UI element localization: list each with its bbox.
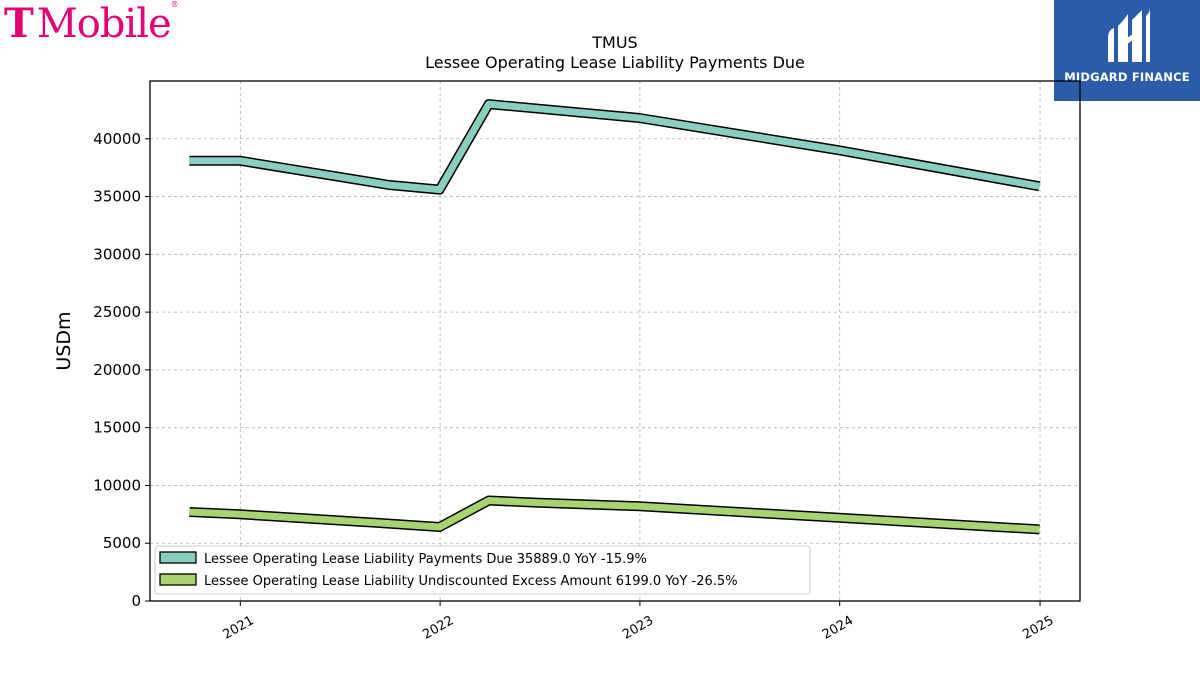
x-tick-label: 2023 [620, 613, 656, 643]
x-tick-label: 2025 [1020, 613, 1056, 643]
midgard-logo-icon [1108, 8, 1150, 62]
brand-t-mark: T [4, 0, 34, 47]
legend: Lessee Operating Lease Liability Payment… [154, 545, 811, 595]
plot-frame [149, 80, 1081, 602]
midgard-finance-badge: MIDGARD FINANCE [1054, 0, 1200, 101]
grid-layer [150, 81, 1080, 601]
legend-label-payments-due: Lessee Operating Lease Liability Payment… [204, 552, 647, 567]
x-ticks: 2021 2022 2023 2024 2025 [220, 601, 1056, 643]
y-axis-label: USDm [53, 311, 75, 370]
y-tick-label: 10000 [93, 476, 141, 494]
series-line-0 [189, 100, 1041, 194]
y-tick-label: 35000 [93, 188, 141, 206]
y-tick-label: 25000 [93, 303, 141, 321]
series-layer [189, 99, 1041, 535]
y-tick-label: 30000 [93, 245, 141, 263]
legend-swatch-payments-due [159, 551, 197, 564]
y-tick-label: 5000 [103, 534, 141, 552]
x-tick-label: 2021 [220, 613, 256, 643]
chart-subtitle: Lessee Operating Lease Liability Payment… [425, 53, 805, 72]
legend-label-undiscounted-excess: Lessee Operating Lease Liability Undisco… [204, 574, 738, 589]
brand-trademark: ® [170, 0, 179, 9]
y-ticks: 0 5000 10000 15000 20000 25000 30000 35000 40000 [93, 130, 150, 610]
y-tick-label: 15000 [93, 419, 141, 437]
brand-logo: T Mobile® [4, 0, 179, 47]
chart-title: TMUS [591, 33, 637, 52]
x-tick-label: 2022 [420, 613, 456, 643]
legend-box [154, 545, 811, 595]
legend-swatch-undiscounted-excess [159, 573, 197, 586]
y-tick-label: 20000 [93, 361, 141, 379]
x-tick-label: 2024 [820, 613, 856, 643]
brand-name: Mobile [36, 1, 172, 47]
y-tick-label: 40000 [93, 130, 141, 148]
y-tick-label: 0 [131, 592, 141, 610]
badge-text: MIDGARD FINANCE [1064, 70, 1190, 84]
